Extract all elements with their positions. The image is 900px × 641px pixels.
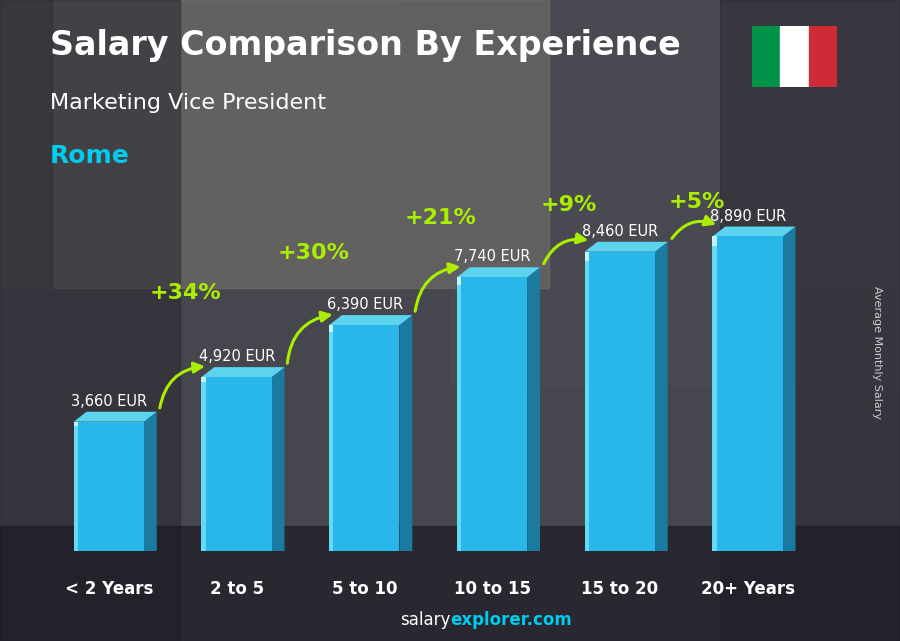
Bar	[329, 325, 400, 551]
Text: 15 to 20: 15 to 20	[581, 580, 659, 598]
Bar	[713, 237, 783, 551]
Bar	[202, 377, 206, 551]
Bar	[329, 325, 333, 332]
Bar	[329, 325, 333, 551]
Text: +30%: +30%	[277, 243, 349, 263]
Bar	[457, 277, 461, 285]
Bar	[202, 377, 272, 551]
Text: 8,890 EUR: 8,890 EUR	[710, 209, 786, 224]
Bar	[457, 277, 461, 551]
Polygon shape	[783, 226, 796, 551]
Polygon shape	[585, 242, 668, 252]
Bar	[713, 237, 716, 551]
Polygon shape	[527, 267, 540, 551]
Bar	[713, 237, 716, 246]
Text: 10 to 15: 10 to 15	[454, 580, 531, 598]
Text: +5%: +5%	[669, 192, 725, 212]
Polygon shape	[329, 315, 412, 325]
Text: Rome: Rome	[50, 144, 130, 168]
Text: 5 to 10: 5 to 10	[331, 580, 397, 598]
Bar	[457, 277, 527, 551]
Polygon shape	[74, 412, 157, 422]
Bar	[202, 377, 206, 382]
Text: Average Monthly Salary: Average Monthly Salary	[872, 286, 883, 419]
Polygon shape	[713, 226, 796, 237]
Text: < 2 Years: < 2 Years	[65, 580, 153, 598]
Text: salary: salary	[400, 612, 450, 629]
Polygon shape	[457, 267, 540, 277]
Text: 7,740 EUR: 7,740 EUR	[454, 249, 531, 265]
Text: 3,660 EUR: 3,660 EUR	[71, 394, 148, 409]
Text: +34%: +34%	[149, 283, 221, 303]
Text: 2 to 5: 2 to 5	[210, 580, 264, 598]
Bar	[752, 26, 780, 87]
Text: explorer.com: explorer.com	[450, 612, 572, 629]
Text: +9%: +9%	[541, 194, 597, 215]
Bar	[74, 422, 78, 551]
Bar	[74, 422, 78, 426]
Polygon shape	[272, 367, 284, 551]
Text: +21%: +21%	[405, 208, 477, 228]
Text: Salary Comparison By Experience: Salary Comparison By Experience	[50, 29, 680, 62]
Polygon shape	[655, 242, 668, 551]
Polygon shape	[144, 412, 157, 551]
Bar	[585, 252, 589, 261]
Text: 20+ Years: 20+ Years	[700, 580, 795, 598]
Text: 4,920 EUR: 4,920 EUR	[199, 349, 275, 364]
Polygon shape	[400, 315, 412, 551]
Text: 8,460 EUR: 8,460 EUR	[582, 224, 659, 239]
Polygon shape	[202, 367, 284, 377]
Bar	[780, 26, 808, 87]
Bar	[585, 252, 589, 551]
Text: Marketing Vice President: Marketing Vice President	[50, 93, 326, 113]
Bar	[74, 422, 144, 551]
Text: 6,390 EUR: 6,390 EUR	[327, 297, 403, 312]
Bar	[585, 252, 655, 551]
Bar	[808, 26, 837, 87]
